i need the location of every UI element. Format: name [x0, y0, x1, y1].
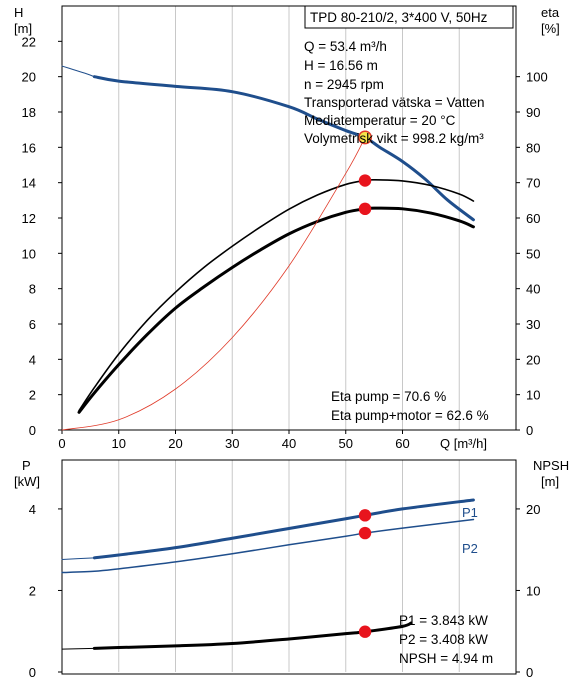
- y-right-tick-label: 70: [526, 176, 540, 191]
- x-tick-label: 10: [112, 436, 126, 451]
- top-ylabel-right-2: [%]: [541, 21, 560, 36]
- y-right-tick-label: 40: [526, 282, 540, 297]
- bottom-chart: 0 2 4 0 10 20 P [kW] NPSH [m] P1 P2 P1 = 3.84…: [14, 458, 569, 680]
- y-left-tick-label: 0: [29, 423, 36, 438]
- info-fluid: Transporterad vätska = Vatten: [304, 95, 484, 110]
- bottom-ylabel-right-1: NPSH: [533, 458, 569, 473]
- y-right-tick-label: 0: [526, 423, 533, 438]
- info-h: H = 16.56 m: [304, 58, 378, 73]
- p2-value-text: P2 = 3.408 kW: [399, 632, 488, 647]
- y-left-tick-label: 6: [29, 317, 36, 332]
- npsh-extrapolated-curve: [61, 647, 95, 650]
- p1-value-text: P1 = 3.843 kW: [399, 613, 488, 628]
- top-ylabel-right-1: eta: [541, 5, 560, 20]
- y-right-tick-label: 20: [526, 352, 540, 367]
- top-grid: [118, 6, 460, 430]
- operating-point-marker: [358, 202, 372, 216]
- p1-curve: [92, 498, 475, 560]
- x-tick-label: 20: [168, 436, 182, 451]
- y-left-tick-label: 20: [22, 70, 36, 85]
- top-ylabel-left-1: H: [14, 5, 23, 20]
- bottom-grid: [118, 460, 460, 672]
- operating-point-marker: [358, 625, 372, 638]
- info-n: n = 2945 rpm: [304, 77, 384, 92]
- y-right-tick-label: 60: [526, 211, 540, 226]
- p2-curve: [61, 518, 475, 574]
- y-left-tick-label: 2: [29, 583, 36, 598]
- p2-series-label: P2: [462, 541, 478, 556]
- bottom-ylabel-left-1: P: [22, 458, 31, 473]
- top-chart: 0 10 20 30 40 50 60 0 2 4 6 8 10 12 14 16 18 20 22 0 10 20 30 4…: [14, 5, 560, 451]
- bottom-markers: [358, 509, 372, 638]
- top-series: [61, 65, 475, 431]
- y-right-tick-label: 10: [526, 388, 540, 403]
- npsh-curve: [92, 621, 413, 650]
- p1-series-label: P1: [462, 505, 478, 520]
- eta-pump-motor-text: Eta pump+motor = 62.6 %: [331, 408, 489, 423]
- y-right-tick-label: 100: [526, 70, 548, 85]
- operating-point-marker: [358, 174, 372, 187]
- title-box: [304, 5, 514, 29]
- x-tick-label: 30: [225, 436, 239, 451]
- y-right-tick-label: 90: [526, 105, 540, 120]
- y-left-tick-label: 12: [22, 211, 36, 226]
- x-tick-label: 40: [282, 436, 296, 451]
- y-right-tick-label: 0: [526, 665, 533, 680]
- h-curve: [92, 75, 475, 222]
- bottom-plot-frame: [61, 459, 517, 675]
- y-left-tick-label: 22: [22, 34, 36, 49]
- y-right-tick-label: 30: [526, 317, 540, 332]
- eta-pump-curve: [78, 179, 475, 412]
- top-markers: [358, 130, 372, 216]
- y-right-tick-label: 80: [526, 140, 540, 155]
- info-temp: Mediatemperatur = 20 °C: [304, 113, 456, 128]
- y-left-tick-label: 2: [29, 388, 36, 403]
- h-extrapolated-curve: [61, 65, 95, 78]
- y-left-tick-label: 4: [29, 352, 36, 367]
- y-left-tick-label: 16: [22, 140, 36, 155]
- eta-pump-text: Eta pump = 70.6 %: [331, 389, 446, 404]
- y-left-tick-label: 18: [22, 105, 36, 120]
- x-tick-label: 0: [58, 436, 65, 451]
- operating-point-marker: [358, 526, 372, 540]
- bottom-series: [61, 498, 475, 650]
- info-density: Volymetrisk vikt = 998.2 kg/m³: [304, 131, 484, 146]
- top-ticks: 0 10 20 30 40 50 60 0 2 4 6 8 10 12 14 16 18 20 22 0 10 20 30 4…: [22, 34, 548, 451]
- y-right-tick-label: 50: [526, 246, 540, 261]
- bottom-ylabel-right-2: [m]: [541, 474, 559, 489]
- y-left-tick-label: 14: [22, 176, 36, 191]
- npsh-value-text: NPSH = 4.94 m: [399, 651, 493, 666]
- y-right-tick-label: 10: [526, 583, 540, 598]
- p1-extrapolated-curve: [61, 557, 95, 560]
- operating-point-marker: [358, 130, 372, 145]
- title-box-text: TPD 80-210/2, 3*400 V, 50Hz: [310, 10, 488, 25]
- operating-point-marker: [358, 509, 372, 522]
- x-tick-label: 60: [395, 436, 409, 451]
- top-ylabel-left-2: [m]: [14, 21, 32, 36]
- info-q: Q = 53.4 m³/h: [304, 39, 387, 54]
- bottom-ticks: 0 2 4 0 10 20: [29, 502, 541, 680]
- system-curve-curve: [61, 137, 366, 431]
- top-xlabel: Q [m³/h]: [440, 436, 487, 451]
- eta-pump-motor-curve: [77, 206, 475, 414]
- y-left-tick-label: 8: [29, 282, 36, 297]
- x-tick-label: 50: [339, 436, 353, 451]
- y-right-tick-label: 20: [526, 502, 540, 517]
- y-left-tick-label: 4: [29, 502, 36, 517]
- bottom-ylabel-left-2: [kW]: [14, 474, 40, 489]
- y-left-tick-label: 10: [22, 246, 36, 261]
- y-left-tick-label: 0: [29, 665, 36, 680]
